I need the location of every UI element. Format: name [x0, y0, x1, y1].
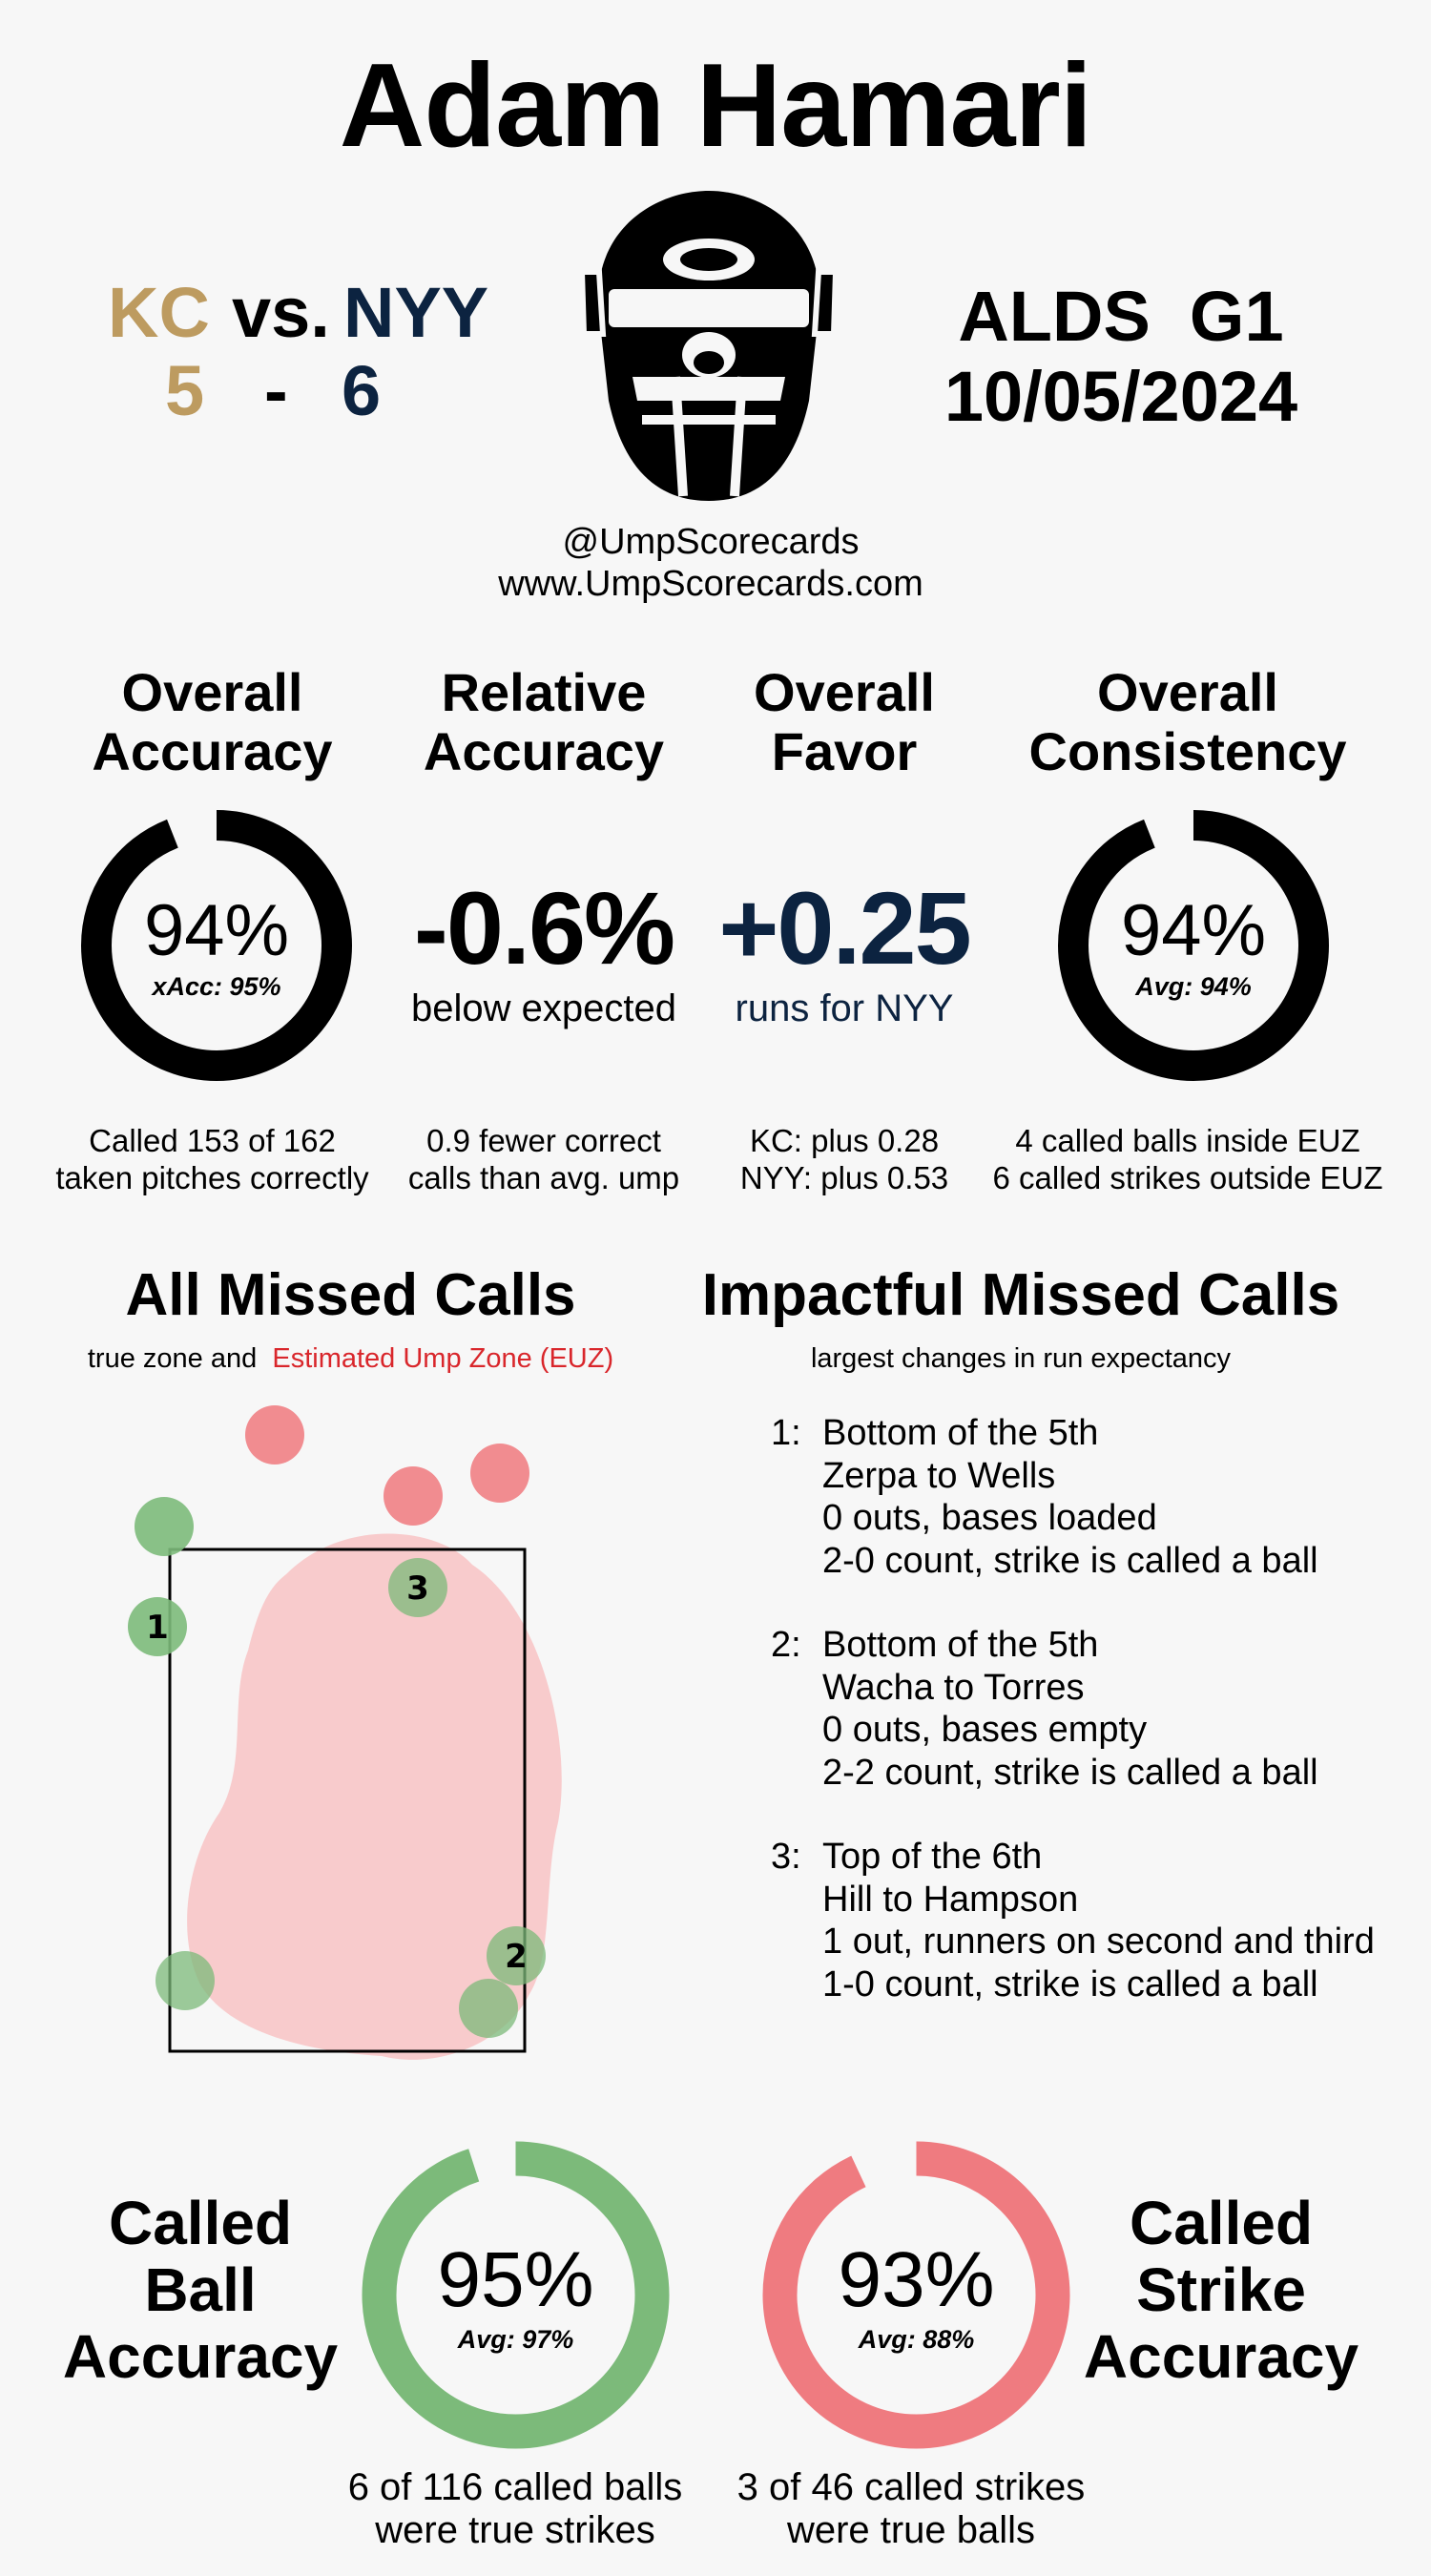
overall-accuracy-arc — [81, 810, 352, 1081]
called-strike-avg: Avg: 88% — [858, 2325, 975, 2354]
called-strike-ring — [762, 2141, 1070, 2449]
relative-accuracy-footer: 0.9 fewer correct calls than avg. ump — [407, 1123, 680, 1195]
consistency-avg: Avg: 94% — [1135, 972, 1252, 1001]
overall-consistency-arc — [1058, 810, 1329, 1081]
strike-zone — [168, 1548, 527, 2053]
called-ball-footer: 6 of 116 called balls were true strikes — [347, 2466, 683, 2551]
missed-strike-pitch — [384, 1466, 443, 1526]
called-ball-value: 95% Avg: 97% — [361, 2235, 671, 2355]
away-score: 5 — [165, 351, 205, 430]
overall-favor-sub: runs for NYY — [735, 987, 954, 1029]
branding: @UmpScorecards www.UmpScorecards.com — [429, 521, 992, 605]
call-situation: 0 outs, bases loaded — [822, 1498, 1157, 1538]
called-ball-accuracy-label: Called Ball Accuracy — [62, 2189, 339, 2391]
called-strike-arc — [762, 2141, 1070, 2449]
call-result: 2-0 count, strike is called a ball — [822, 1540, 1318, 1581]
call-inning: Bottom of the 5th — [822, 1413, 1099, 1453]
impactful-calls-list: 1: Bottom of the 5th Zerpa to Wells 0 ou… — [771, 1412, 1429, 2023]
overall-favor-footer: KC: plus 0.28 NYY: plus 0.53 — [739, 1123, 949, 1195]
call-situation: 0 outs, bases empty — [822, 1710, 1148, 1750]
missed-calls-plot: 1 2 3 — [128, 1405, 562, 2060]
missed-strike-pitch — [470, 1444, 529, 1503]
call-number: 2: — [771, 1625, 801, 1665]
overall-accuracy-ring — [81, 810, 352, 1081]
relative-accuracy-heading: Relative Accuracy — [423, 662, 665, 781]
call-situation: 1 out, runners on second and third — [822, 1922, 1375, 1962]
relative-accuracy-value: -0.6% — [413, 870, 675, 986]
all-missed-calls-title: All Missed Calls — [125, 1262, 576, 1328]
game-date: 10/05/2024 — [944, 357, 1298, 436]
missed-ball-pitch — [135, 1497, 194, 1556]
missed-call-label-3: 3 — [406, 1569, 429, 1608]
overall-consistency-ring — [1058, 810, 1329, 1081]
twitter-handle[interactable]: @UmpScorecards — [562, 522, 860, 562]
umpire-mask-icon — [578, 191, 840, 501]
call-matchup: Wacha to Torres — [822, 1667, 1085, 1708]
away-team: KC — [108, 273, 210, 352]
overall-consistency-heading: Overall Consistency — [1028, 662, 1347, 781]
overall-consistency-footer: 4 called balls inside EUZ 6 called strike… — [992, 1123, 1383, 1195]
overall-favor-value: +0.25 — [718, 870, 971, 986]
overall-accuracy-heading: Overall Accuracy — [92, 662, 333, 781]
called-strike-accuracy-label: Called Strike Accuracy — [1083, 2189, 1359, 2391]
call-inning: Top of the 6th — [822, 1837, 1043, 1877]
missed-call-label-1: 1 — [146, 1609, 169, 1647]
missed-ball-pitch — [487, 1926, 546, 1985]
overall-accuracy-footer: Called 153 of 162 taken pitches correctly — [55, 1123, 369, 1195]
missed-ball-pitch — [156, 1951, 215, 2010]
missed-ball-pitch — [388, 1558, 447, 1617]
call-number: 1: — [771, 1413, 801, 1453]
called-strike-footer: 3 of 46 called strikes were true balls — [736, 2466, 1086, 2551]
missed-ball-pitch — [128, 1597, 187, 1656]
euz-region — [187, 1533, 562, 2060]
series-game: ALDS G1 — [958, 277, 1284, 356]
overall-accuracy-value: 94% xAcc: 95% — [80, 889, 353, 1002]
impactful-missed-calls-title: Impactful Missed Calls — [701, 1262, 1340, 1328]
call-inning: Bottom of the 5th — [822, 1625, 1099, 1665]
home-score: 6 — [342, 351, 382, 430]
all-missed-calls-subtitle: true zone and Estimated Ump Zone (EUZ) — [87, 1343, 614, 1374]
called-strike-value: 93% Avg: 88% — [761, 2235, 1071, 2355]
impactful-missed-calls-subtitle: largest changes in run expectancy — [810, 1343, 1232, 1374]
matchup: KC vs. NYY 5 - 6 — [100, 272, 520, 444]
home-team: NYY — [343, 273, 489, 352]
missed-strike-pitch — [245, 1405, 304, 1465]
euz-legend: Estimated Ump Zone (EUZ) — [272, 1343, 614, 1374]
umpire-name: Adam Hamari — [339, 40, 1092, 172]
vs-label: vs. — [232, 273, 330, 352]
missed-ball-pitch — [459, 1979, 518, 2038]
xacc-label: xAcc: 95% — [152, 972, 281, 1001]
call-result: 2-2 count, strike is called a ball — [822, 1752, 1318, 1793]
website-link[interactable]: www.UmpScorecards.com — [498, 564, 923, 604]
missed-call-label-2: 2 — [505, 1938, 528, 1976]
score-dash: - — [264, 351, 288, 430]
call-matchup: Zerpa to Wells — [822, 1455, 1056, 1496]
called-ball-arc — [362, 2141, 670, 2449]
call-number: 3: — [771, 1837, 801, 1877]
overall-favor-heading: Overall Favor — [754, 662, 935, 781]
overall-consistency-value: 94% Avg: 94% — [1057, 889, 1330, 1002]
call-result: 1-0 count, strike is called a ball — [822, 1963, 1318, 2005]
call-matchup: Hill to Hampson — [822, 1879, 1079, 1920]
called-ball-avg: Avg: 97% — [457, 2325, 574, 2354]
relative-accuracy-sub: below expected — [411, 987, 676, 1029]
game-info: ALDS G1 10/05/2024 — [892, 277, 1350, 437]
called-ball-ring — [362, 2141, 670, 2449]
